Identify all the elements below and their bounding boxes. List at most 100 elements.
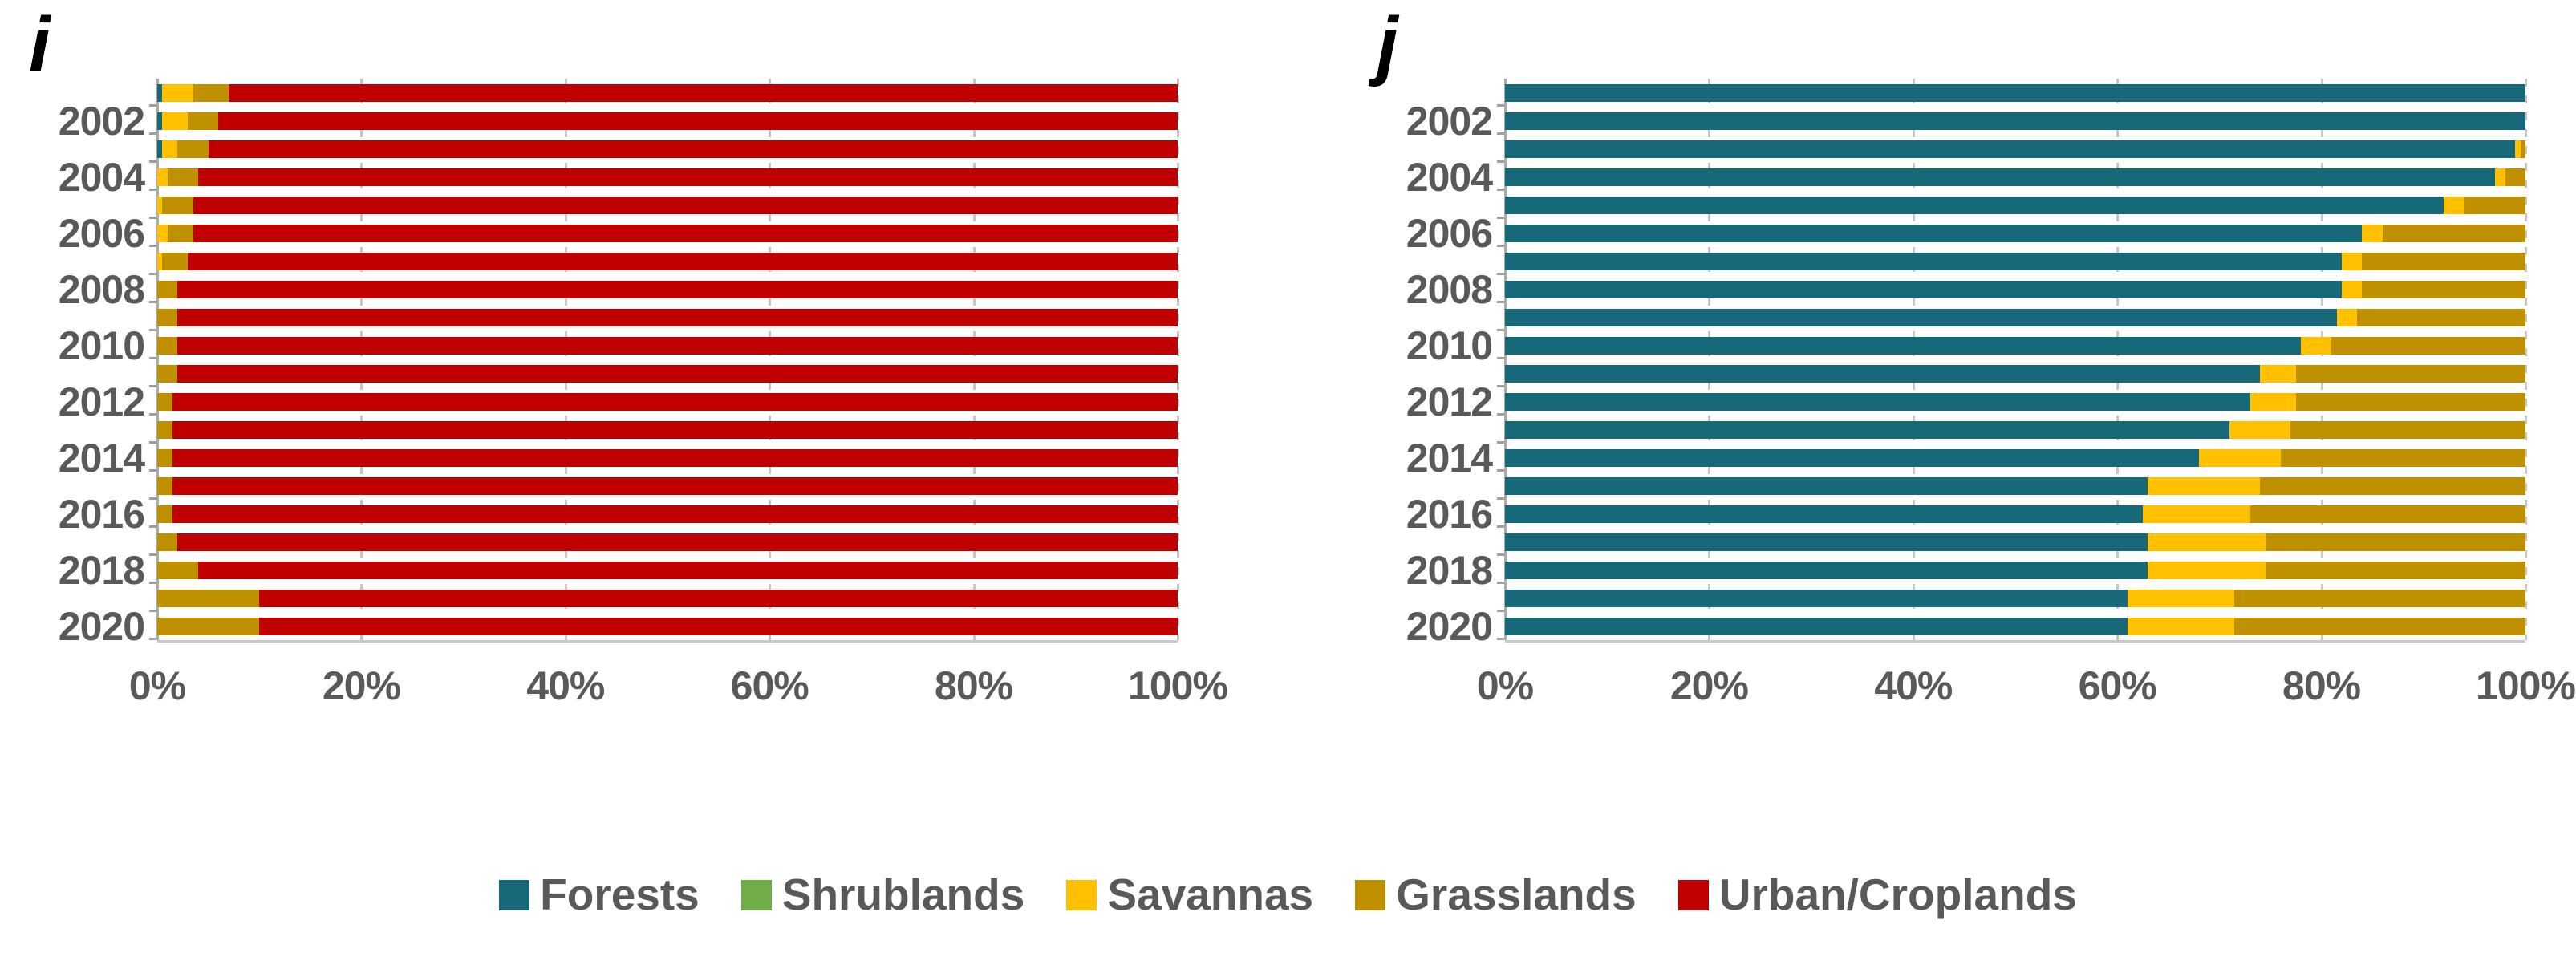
grid-line-40 (564, 79, 567, 640)
legend-swatch-icon (740, 879, 772, 910)
bar-segment-forests-2006 (1505, 224, 2363, 242)
bar-row-2011 (1505, 364, 2525, 383)
bar-row-2019 (157, 589, 1178, 607)
bar-segment-urban-croplands-2017 (177, 533, 1178, 551)
bar-segment-grasslands-2015 (2260, 476, 2525, 495)
bar-segment-urban-croplands-2020 (259, 617, 1178, 635)
y-axis-line (1504, 79, 1507, 640)
legend-item-grasslands: Grasslands (1355, 873, 1637, 917)
grid-line-100 (2525, 79, 2527, 640)
y-axis-label-2020: 2020 (1406, 603, 1493, 649)
bar-segment-urban-croplands-2016 (172, 505, 1178, 523)
bar-segment-forests-2010 (1505, 336, 2302, 355)
legend-label: Savannas (1107, 870, 1314, 919)
bar-segment-urban-croplands-2010 (177, 336, 1178, 355)
bar-segment-grasslands-2017 (2265, 533, 2525, 551)
bar-segment-forests-2003 (157, 140, 163, 158)
bar-segment-savannas-2001 (162, 83, 193, 102)
bar-segment-urban-croplands-2003 (208, 140, 1178, 158)
bar-segment-savannas-2016 (2143, 505, 2250, 523)
x-axis-label-80: 80% (935, 663, 1013, 708)
y-axis-label-2006: 2006 (1406, 210, 1493, 256)
y-axis-tick-marks (149, 79, 156, 640)
y-axis-label-2010: 2010 (58, 322, 145, 368)
bar-segment-urban-croplands-2018 (197, 561, 1178, 579)
bar-segment-forests-2004 (1505, 168, 2495, 186)
bar-segment-forests-2001 (157, 83, 163, 102)
bar-segment-forests-2002 (157, 112, 163, 130)
x-axis-line (1505, 640, 2525, 643)
bar-segment-grasslands-2005 (162, 196, 193, 214)
bar-row-2011 (157, 364, 1178, 383)
bar-segment-grasslands-2004 (2505, 168, 2525, 186)
legend-label: Urban/Croplands (1718, 870, 2077, 919)
chart-panel-j (1497, 79, 2527, 643)
bar-segment-grasslands-2011 (157, 364, 178, 383)
bar-segment-grasslands-2013 (157, 420, 173, 439)
bar-segment-urban-croplands-2011 (177, 364, 1178, 383)
bar-segment-grasslands-2003 (177, 140, 209, 158)
x-axis-label-0: 0% (1476, 663, 1534, 708)
bar-segment-forests-2008 (1505, 280, 2343, 298)
bar-segment-savannas-2017 (2148, 533, 2266, 551)
x-axis-label-20: 20% (322, 663, 401, 708)
bar-segment-grasslands-2012 (2295, 392, 2525, 411)
bar-segment-forests-2005 (1505, 196, 2444, 214)
bar-segment-savannas-2019 (2127, 589, 2235, 607)
legend-swatch-icon (499, 879, 530, 910)
y-axis-label-2004: 2004 (1406, 154, 1493, 200)
bar-segment-savannas-2009 (2336, 308, 2358, 326)
x-axis-label-100: 100% (1128, 663, 1228, 708)
x-axis-label-40: 40% (526, 663, 605, 708)
bar-row-2002 (1505, 112, 2525, 130)
bar-segment-urban-croplands-2004 (197, 168, 1178, 186)
bar-segment-grasslands-2010 (2331, 336, 2525, 355)
bar-segment-grasslands-2019 (157, 589, 260, 607)
bar-row-2010 (157, 336, 1178, 355)
bar-segment-grasslands-2011 (2295, 364, 2525, 383)
legend-label: Grasslands (1396, 870, 1637, 919)
bar-segment-urban-croplands-2009 (177, 308, 1178, 326)
x-axis-label-40: 40% (1874, 663, 1953, 708)
panel-label-j: j (1377, 2, 1398, 87)
bar-segment-savannas-2004 (157, 168, 168, 186)
bar-segment-grasslands-2016 (157, 505, 173, 523)
bar-row-2007 (157, 252, 1178, 270)
x-axis-label-60: 60% (2078, 663, 2157, 708)
bar-segment-savannas-2004 (2494, 168, 2505, 186)
y-axis-label-2008: 2008 (58, 266, 145, 312)
bar-row-2005 (157, 196, 1178, 214)
bar-row-2014 (157, 448, 1178, 467)
y-axis-label-2014: 2014 (58, 435, 145, 480)
bar-segment-savannas-2006 (2362, 224, 2383, 242)
grid-line-20 (360, 79, 363, 640)
bar-row-2016 (157, 505, 1178, 523)
legend-item-savannas: Savannas (1066, 873, 1313, 917)
bar-segment-urban-croplands-2005 (193, 196, 1178, 214)
bar-segment-forests-2001 (1505, 83, 2525, 102)
bar-segment-forests-2011 (1505, 364, 2261, 383)
bar-row-2006 (1505, 224, 2525, 242)
bar-segment-grasslands-2012 (157, 392, 173, 411)
bar-row-2001 (1505, 83, 2525, 102)
bar-segment-savannas-2003 (2515, 140, 2521, 158)
y-axis-label-2008: 2008 (1406, 266, 1493, 312)
bar-segment-savannas-2014 (2198, 448, 2281, 467)
x-axis-line (157, 640, 1178, 643)
bar-row-2003 (1505, 140, 2525, 158)
y-axis-label-2014: 2014 (1406, 435, 1493, 480)
bar-segment-grasslands-2001 (193, 83, 229, 102)
bar-row-2016 (1505, 505, 2525, 523)
bar-row-2003 (157, 140, 1178, 158)
bar-row-2010 (1505, 336, 2525, 355)
bar-row-2015 (157, 476, 1178, 495)
bar-row-2018 (1505, 561, 2525, 579)
bar-row-2006 (157, 224, 1178, 242)
y-axis-label-2004: 2004 (58, 154, 145, 200)
bar-segment-urban-croplands-2006 (193, 224, 1178, 242)
bar-segment-grasslands-2020 (157, 617, 260, 635)
legend-swatch-icon (1677, 879, 1709, 910)
bar-segment-grasslands-2018 (2265, 561, 2525, 579)
bar-segment-grasslands-2007 (162, 252, 189, 270)
bar-segment-savannas-2002 (162, 112, 189, 130)
